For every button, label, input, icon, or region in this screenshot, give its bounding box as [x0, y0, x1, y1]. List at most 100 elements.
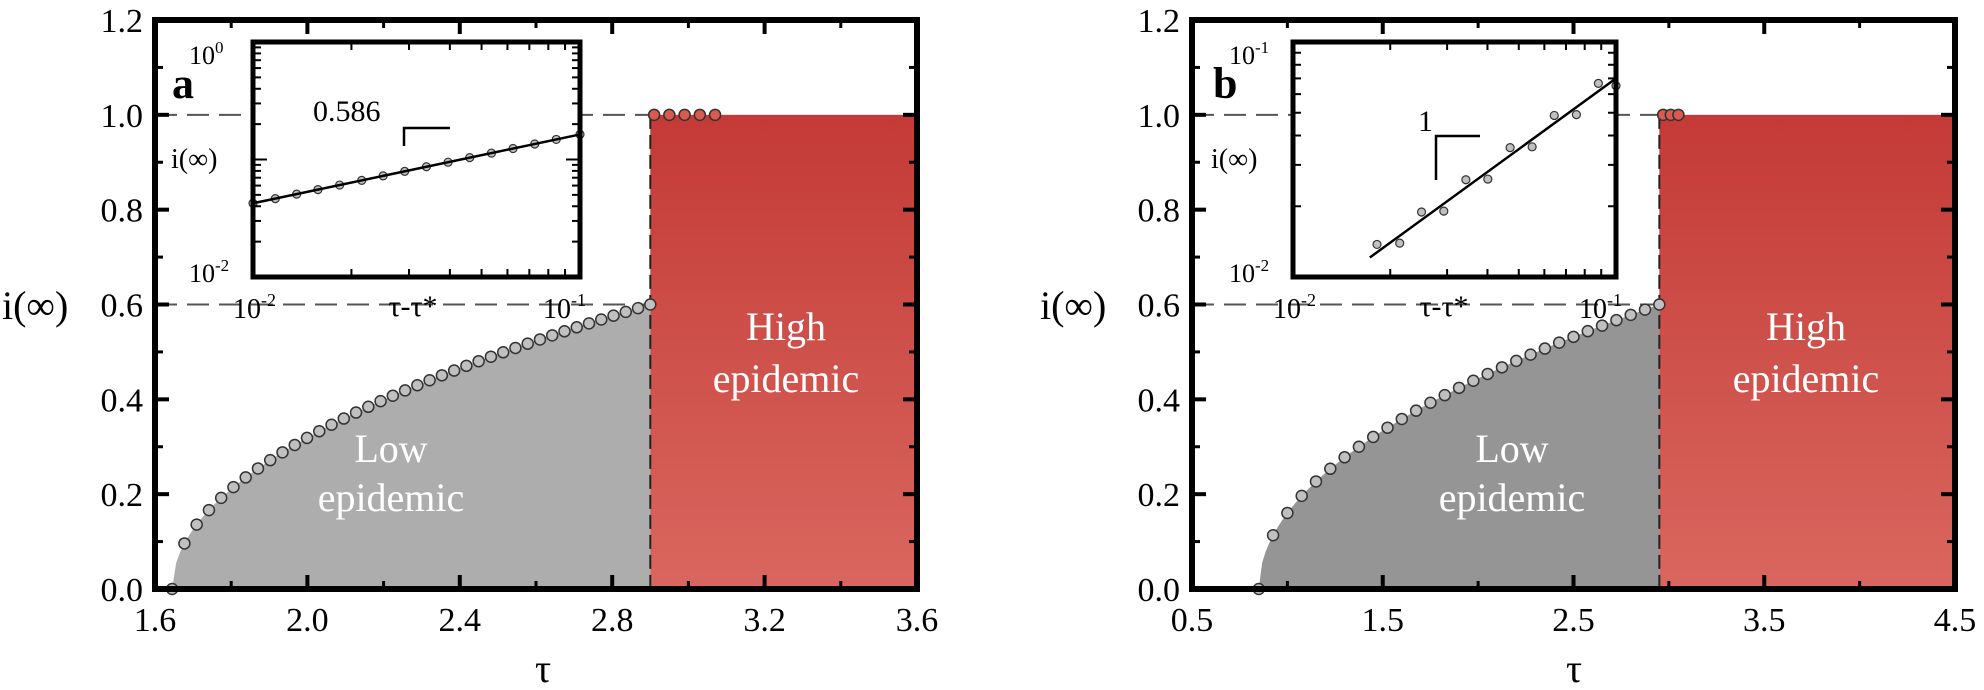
panel-a-low-point [472, 354, 485, 368]
panel-a-low-label-line1: Low [354, 426, 427, 471]
panel-b-low-point [1495, 361, 1509, 374]
panel-b-tick-labels: 0.5 1.5 2.5 3.5 4.5 0.0 0.2 0.4 0.6 0.8 1.0 1.2 [1138, 3, 1977, 639]
panel-a-high-point [678, 108, 691, 122]
panel-b-low-point [1538, 342, 1552, 355]
panel-b-ytick-label: 1.2 [1138, 3, 1181, 40]
panel-b-low-point [1438, 388, 1451, 402]
panel-b-ytick-label: 0.8 [1138, 193, 1181, 230]
panel-a-ticks [153, 18, 919, 591]
panel-b-inset-xtick-right: 10-1 [1579, 290, 1622, 325]
panel-a-low-point [496, 346, 510, 359]
panel-a-ytick-label: 0.8 [101, 193, 144, 230]
panel-a-inset-slope-label: 0.586 [313, 95, 381, 128]
panel-b-inset-point [1461, 175, 1471, 185]
panel-a-inset-xtick-left: 10-2 [233, 290, 276, 325]
panel-a-low-point [325, 418, 338, 431]
panel-a-low-point [251, 462, 265, 475]
panel-a-low-point [545, 329, 559, 342]
panel-b-ticks [1190, 18, 1957, 591]
panel-a-xtick-label: 2.0 [286, 602, 329, 639]
panel-a-inset-bg [253, 42, 580, 277]
panel-a-low-point [484, 350, 498, 363]
panel-b-low-point [1352, 440, 1366, 453]
panel-a-low-point [570, 321, 583, 334]
panel-a-label: a [172, 59, 194, 108]
panel-b-inset-point [1593, 78, 1603, 88]
panel-a-high-points [647, 108, 722, 122]
panel-b-low-point [1281, 506, 1294, 520]
panel-b: 0.5 1.5 2.5 3.5 4.5 0.0 0.2 0.4 0.6 0.8 1.0 1.2 τ i… [1040, 3, 1976, 690]
panel-b-inset-bg [1293, 42, 1616, 277]
panel-b-inset-frame [1290, 39, 1619, 280]
panel-a-low-point [300, 431, 314, 445]
panel-a-xtick-label: 2.8 [591, 602, 634, 639]
panel-b-high-points [1656, 108, 1685, 122]
panel-b-low-point [1409, 404, 1423, 417]
panel-b-low-point [1266, 528, 1280, 542]
panel-b-xtick-label: 4.5 [1934, 602, 1977, 639]
panel-a-high-label-line2: epidemic [713, 356, 860, 401]
panel-a-ytick-label: 1.2 [101, 3, 144, 40]
panel-a-low-point [644, 298, 657, 311]
panel-a-low-point [619, 305, 633, 319]
panel-a-inset-ticks [252, 42, 580, 278]
panel-b-inset-point [1395, 238, 1405, 248]
panel-a-low-point [349, 406, 363, 419]
panel-a-xtick-label: 3.2 [743, 602, 786, 639]
panel-b-xtick-label: 3.5 [1743, 602, 1786, 639]
panel-a-low-point [411, 379, 424, 392]
panel-a-low-point [447, 364, 461, 377]
panel-b-low-point [1324, 462, 1337, 476]
panel-b-low-point [1524, 348, 1537, 361]
panel-b-high-label-line1: High [1766, 304, 1846, 349]
panel-b-inset-point [1439, 206, 1449, 216]
panel-a-low-point [558, 325, 571, 338]
panel-a-inset-ytick-top: 100 [189, 38, 224, 70]
panel-a-ytick-label: 1.0 [101, 98, 144, 135]
panel-a-inset-ylabel: i(∞) [171, 144, 217, 175]
panel-b-low-point [1653, 298, 1666, 311]
panel-a-inset: 0.586 i(∞) τ-τ* 100 10-2 10-2 10-1 [171, 38, 586, 325]
panel-a-high-point [647, 108, 661, 122]
panel-b-low-point [1295, 489, 1308, 503]
panel-a-low-point [202, 503, 216, 517]
panel-a-inset-fit-line [252, 133, 581, 205]
panel-a-low-point [276, 446, 289, 459]
panel-b-xtick-label: 2.5 [1552, 602, 1595, 639]
panel-a-low-point [227, 480, 240, 494]
panel-a-xlabel: τ [535, 646, 551, 690]
panel-a-high-point [663, 108, 676, 122]
panel-b-low-point [1424, 396, 1437, 410]
panel-a-low-point [362, 400, 375, 414]
panel-b-ytick-label: 1.0 [1138, 98, 1181, 135]
panel-a-low-point [178, 537, 191, 550]
panel-a-low-point [595, 313, 608, 326]
panel-b-xtick-label: 1.5 [1362, 602, 1405, 639]
panel-b-low-point [1381, 421, 1394, 434]
panel-b-low-point [1309, 475, 1323, 488]
panel-a: 1.6 2.0 2.4 2.8 3.2 3.60.00.20.40.60.81.01.2 … [2, 3, 938, 690]
panel-b-inset-xlabel: τ-τ* [1419, 290, 1468, 323]
panel-a-inset-slope-triangle [402, 126, 450, 146]
panel-a-low-point [521, 337, 534, 350]
panel-b-inset-point [1571, 110, 1581, 120]
panel-b-low-point [1581, 324, 1595, 338]
panel-a-low-point [460, 359, 473, 373]
panel-b-low-point [1481, 367, 1494, 381]
panel-b-ytick-label: 0.2 [1138, 477, 1181, 514]
panel-a-low-point [582, 317, 596, 330]
panel-b-low-point [1552, 336, 1566, 349]
panel-b-low-point [1624, 308, 1637, 322]
panel-a-high-label-line1: High [746, 304, 826, 349]
panel-b-low-label-line1: Low [1475, 426, 1548, 471]
panel-b-low-point [1338, 451, 1351, 464]
panel-a-low-point [423, 373, 436, 387]
panel-a-low-point [190, 518, 203, 531]
panel-b-high-point [1672, 108, 1685, 122]
panel-b-ytick-label: 0.6 [1138, 288, 1181, 325]
panel-a-low-point [239, 471, 252, 484]
panel-a-low-point [288, 438, 301, 452]
panel-a-tick-labels: 1.6 2.0 2.4 2.8 3.2 3.6 0.0 0.2 0.4 0.6 0.8 1.0 1.2 [101, 3, 939, 639]
panel-a-high-point [708, 108, 722, 122]
